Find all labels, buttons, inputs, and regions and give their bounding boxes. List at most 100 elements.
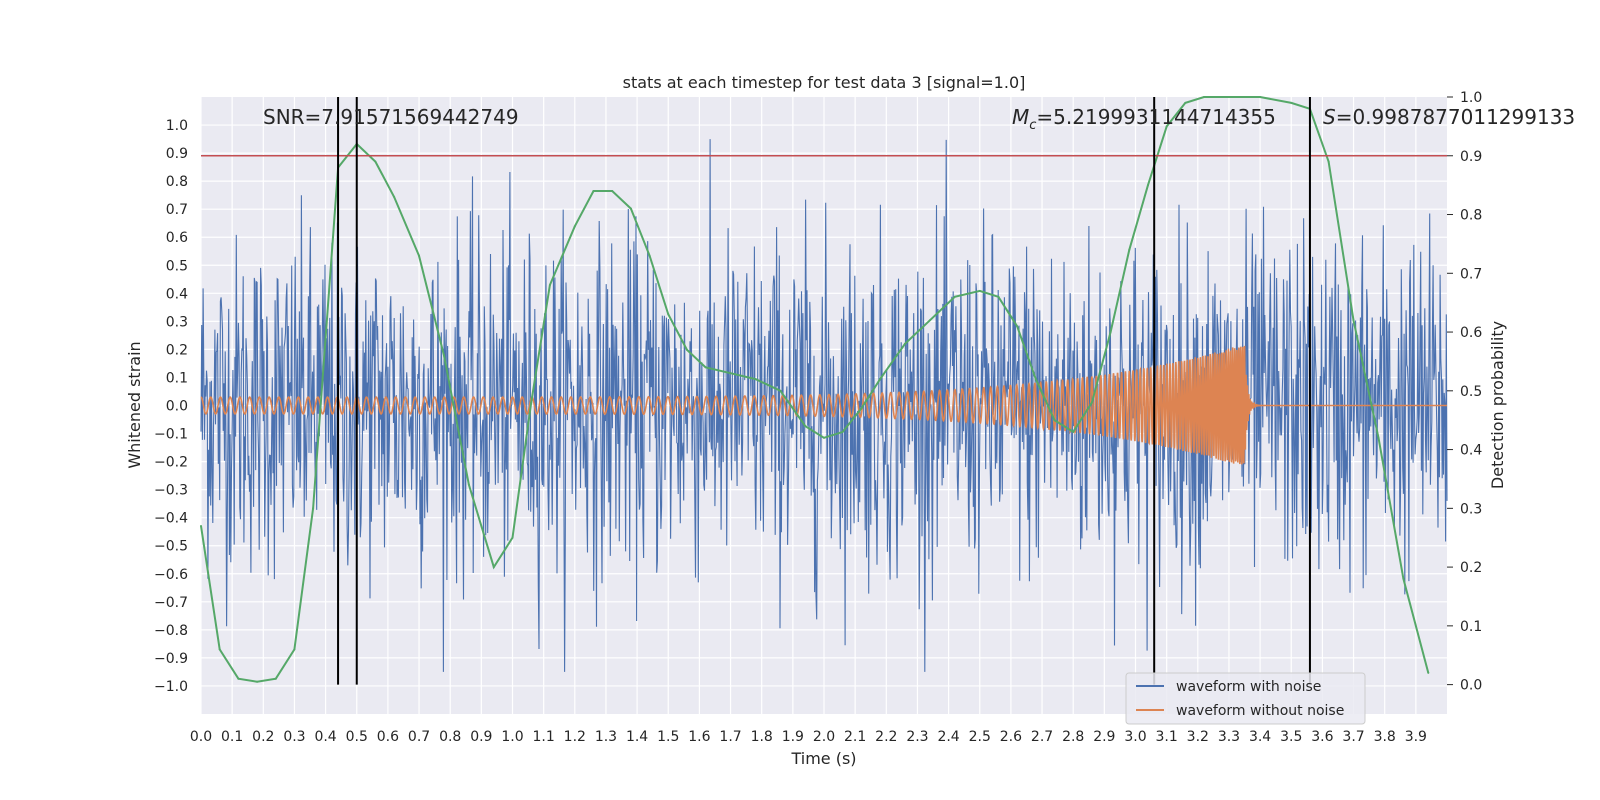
probability-point <box>729 372 732 375</box>
x-tick-label: 0.6 <box>377 729 399 745</box>
y2-tick-label: 0.6 <box>1460 325 1482 341</box>
probability-point <box>1352 319 1355 322</box>
y2-tick-label: 0.1 <box>1460 619 1482 635</box>
x-tick-label: 1.6 <box>688 729 710 745</box>
probability-point <box>218 648 221 651</box>
probability-point <box>511 536 514 539</box>
y-tick-label: 0.1 <box>166 370 188 386</box>
y2-tick-label: 1.0 <box>1460 90 1482 106</box>
s-symbol: S <box>1323 105 1336 129</box>
probability-point <box>953 295 956 298</box>
legend-clean-label: waveform without noise <box>1176 703 1344 719</box>
legend: waveform with noise waveform without noi… <box>1125 672 1366 725</box>
x-tick-label: 0.0 <box>190 729 212 745</box>
y-tick-label: −0.9 <box>154 651 188 667</box>
probability-point <box>573 225 576 228</box>
y-tick-label: −1.0 <box>154 679 188 695</box>
clean-waveform-line <box>200 345 1447 465</box>
y-tick-label: −0.1 <box>154 427 188 443</box>
probability-point <box>1090 401 1093 404</box>
x-tick-label: 2.9 <box>1093 729 1115 745</box>
probability-point <box>1203 96 1205 98</box>
x-tick-label: 3.2 <box>1187 729 1209 745</box>
x-tick-label: 0.7 <box>408 729 430 745</box>
probability-point <box>548 284 551 286</box>
probability-series <box>200 96 1430 683</box>
probability-point <box>237 677 240 680</box>
probability-point <box>274 677 277 680</box>
probability-point <box>293 648 296 651</box>
chart-title: stats at each timestep for test data 3 [… <box>623 73 1026 92</box>
probability-point <box>841 430 844 433</box>
mc-symbol: M <box>1012 105 1029 129</box>
probability-point <box>467 483 470 486</box>
s-annotation: S=0.9987877011299133 <box>1323 105 1575 129</box>
probability-point <box>804 425 807 428</box>
y-tick-label: 0.9 <box>166 146 188 162</box>
x-tick-label: 2.0 <box>813 729 835 745</box>
x-tick-label: 2.7 <box>1031 729 1053 745</box>
probability-point <box>1402 577 1405 580</box>
y-tick-label: 0.3 <box>166 314 188 330</box>
legend-box <box>1125 672 1366 725</box>
x-tick-label: 3.7 <box>1342 729 1364 745</box>
legend-noise-label: waveform with noise <box>1176 679 1321 695</box>
x-axis-label: Time (s) <box>790 749 856 768</box>
probability-point <box>704 366 707 369</box>
probability-point <box>256 680 259 683</box>
x-tick-label: 2.1 <box>844 729 866 745</box>
x-tick-label: 0.1 <box>221 729 243 745</box>
probability-point <box>860 407 863 410</box>
y2-axis-label: Detection probability <box>1488 321 1507 489</box>
x-tick-label: 3.9 <box>1405 729 1427 745</box>
x-tick-label: 3.3 <box>1218 729 1240 745</box>
s-value: =0.9987877011299133 <box>1336 105 1575 129</box>
y-tick-label: −0.3 <box>154 483 188 499</box>
x-tick-label: 1.9 <box>782 729 804 745</box>
probability-point <box>492 566 495 569</box>
y-tick-labels: 1.0 0.9 0.8 0.7 0.6 0.5 0.4 0.3 0.2 0.1 0.0 −0.1 −0.… <box>154 118 188 695</box>
probability-point <box>1034 378 1037 381</box>
x-tick-label: 3.4 <box>1249 729 1271 745</box>
mc-annotation: Mc=5.2199931144714355 <box>1012 105 1276 133</box>
y2-tick-label: 0.0 <box>1460 678 1482 694</box>
probability-point <box>1259 96 1262 98</box>
probability-point <box>1072 430 1075 433</box>
x-tick-label: 0.5 <box>346 729 368 745</box>
x-tick-label: 1.2 <box>564 729 586 745</box>
x-tick-label: 1.5 <box>657 729 679 745</box>
probability-point <box>928 319 931 322</box>
y-tick-label: −0.8 <box>154 623 188 639</box>
y-tick-label: 0.0 <box>166 399 188 415</box>
clean-series <box>200 345 1447 465</box>
y-tick-label: 0.2 <box>166 342 188 358</box>
x-tick-label: 2.2 <box>875 729 897 745</box>
mc-subscript: c <box>1029 118 1036 133</box>
y2-tick-label: 0.2 <box>1460 560 1482 576</box>
probability-point <box>530 401 533 404</box>
probability-point <box>978 289 981 292</box>
y-tick-label: 0.8 <box>166 174 188 190</box>
probability-point <box>1128 248 1131 251</box>
x-tick-label: 2.3 <box>906 729 928 745</box>
probability-point <box>1327 160 1330 163</box>
x-tick-label: 0.8 <box>439 729 461 745</box>
y2-tick-label: 0.8 <box>1460 208 1482 224</box>
x-tick-label: 3.0 <box>1124 729 1146 745</box>
x-tick-label: 0.2 <box>252 729 274 745</box>
probability-point <box>879 378 882 381</box>
y-tick-label: −0.5 <box>154 539 188 555</box>
y-tick-label: −0.7 <box>154 595 188 611</box>
x-tick-label: 0.4 <box>314 729 336 745</box>
probability-point <box>1427 671 1430 674</box>
y2-tick-label: 0.4 <box>1460 443 1482 459</box>
probability-point <box>312 507 315 510</box>
probability-point <box>1053 419 1056 422</box>
y-axis-label: Whitened strain <box>125 341 144 468</box>
x-tick-label: 1.8 <box>751 729 773 745</box>
probability-point <box>1377 436 1380 439</box>
probability-point <box>418 254 420 257</box>
x-tick-label: 1.1 <box>533 729 555 745</box>
y-tick-label: 0.4 <box>166 286 188 302</box>
y2-tick-label: 0.7 <box>1460 266 1482 282</box>
